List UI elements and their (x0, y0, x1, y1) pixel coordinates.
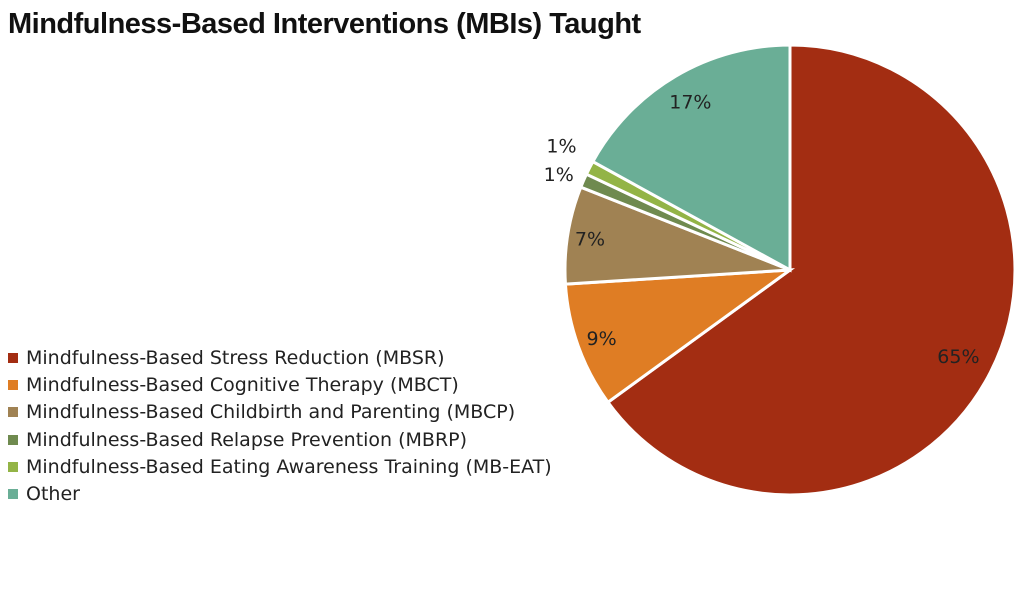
pie-slice-0 (605, 43, 1017, 497)
legend-swatch (8, 461, 18, 472)
pie-slice-5 (590, 43, 792, 273)
legend-label: Mindfulness-Based Stress Reduction (MBSR… (26, 346, 445, 369)
legend-label: Mindfulness-Based Cognitive Therapy (MBC… (26, 373, 459, 396)
legend: Mindfulness-Based Stress Reduction (MBSR… (8, 344, 552, 508)
legend-swatch (8, 352, 18, 363)
legend-item: Other (8, 480, 552, 507)
legend-label: Mindfulness-Based Relapse Prevention (MB… (26, 428, 468, 451)
legend-label: Mindfulness-Based Eating Awareness Train… (26, 455, 552, 478)
legend-label: Other (26, 483, 80, 506)
data-label-3: 1% (544, 164, 574, 186)
legend-label: Mindfulness-Based Childbirth and Parenti… (26, 401, 516, 424)
pie-slice-1 (563, 268, 796, 405)
data-label-5: 17% (669, 92, 711, 114)
legend-item: Mindfulness-Based Childbirth and Parenti… (8, 399, 552, 426)
data-label-1: 9% (587, 328, 617, 350)
legend-swatch (8, 434, 18, 445)
data-label-0: 65% (937, 346, 979, 368)
legend-item: Mindfulness-Based Stress Reduction (MBSR… (8, 344, 552, 371)
legend-swatch (8, 489, 18, 500)
legend-item: Mindfulness-Based Relapse Prevention (MB… (8, 426, 552, 453)
data-label-2: 7% (575, 228, 605, 250)
legend-item: Mindfulness-Based Cognitive Therapy (MBC… (8, 371, 552, 398)
legend-swatch (8, 407, 18, 418)
data-label-4: 1% (546, 136, 576, 158)
legend-item: Mindfulness-Based Eating Awareness Train… (8, 453, 552, 480)
chart-title: Mindfulness-Based Interventions (MBIs) T… (8, 8, 641, 40)
legend-swatch (8, 379, 18, 390)
